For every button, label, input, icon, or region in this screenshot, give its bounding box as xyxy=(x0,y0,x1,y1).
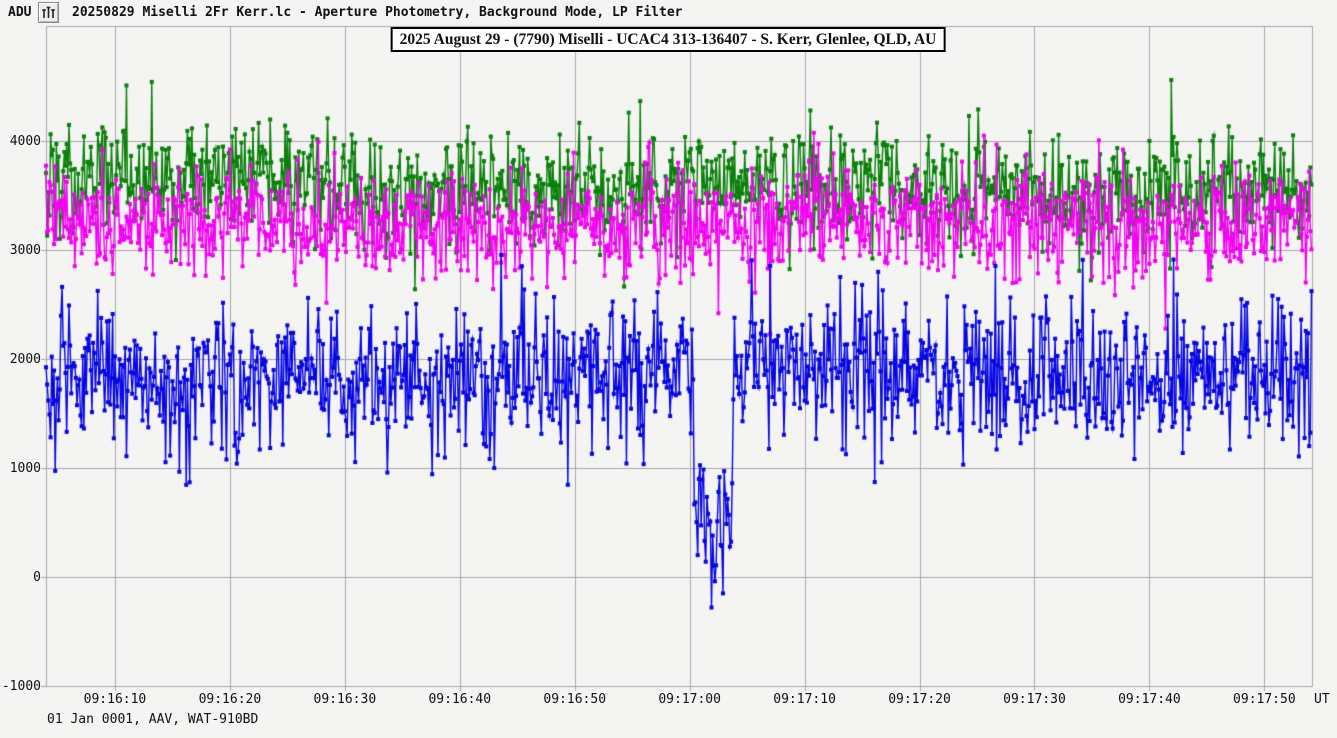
observation-title-text: 2025 August 29 - (7790) Miselli - UCAC4 … xyxy=(399,31,937,48)
y-axis-unit-label: ADU xyxy=(8,5,32,20)
x-tick-label: 09:17:50 xyxy=(1233,692,1296,707)
y-tick-label: 0 xyxy=(33,570,41,585)
lightcurve-chart-icon-button[interactable] xyxy=(38,2,59,23)
y-tick-label: 4000 xyxy=(9,134,41,149)
x-tick-label: 09:16:40 xyxy=(428,692,492,707)
x-tick-label: 09:17:20 xyxy=(888,692,951,707)
x-tick-label: 09:16:50 xyxy=(543,692,607,707)
y-tick-label: 3000 xyxy=(9,243,41,258)
x-tick-label: 09:17:00 xyxy=(658,692,721,707)
error-bar-chart-icon xyxy=(42,6,55,18)
x-tick-label: 09:16:20 xyxy=(198,692,262,707)
footer-status-text: 01 Jan 0001, AAV, WAT-910BD xyxy=(47,712,259,727)
file-title: 20250829 Miselli 2Fr Kerr.lc - Aperture … xyxy=(72,5,683,20)
x-axis-unit-label: UT xyxy=(1314,692,1330,707)
x-tick-label: 09:17:10 xyxy=(773,692,836,707)
y-tick-label: 1000 xyxy=(9,461,41,476)
x-tick-label: 09:17:30 xyxy=(1003,692,1066,707)
x-tick-label: 09:17:40 xyxy=(1118,692,1181,707)
x-tick-label: 09:16:30 xyxy=(313,692,377,707)
y-tick-label: -1000 xyxy=(1,679,41,694)
y-tick-label: 2000 xyxy=(9,352,41,367)
header-bar: ADU 20250829 Miselli 2Fr Kerr.lc - Apert… xyxy=(0,0,1337,25)
x-tick-label: 09:16:10 xyxy=(83,692,147,707)
observation-title-box: 2025 August 29 - (7790) Miselli - UCAC4 … xyxy=(390,27,946,52)
